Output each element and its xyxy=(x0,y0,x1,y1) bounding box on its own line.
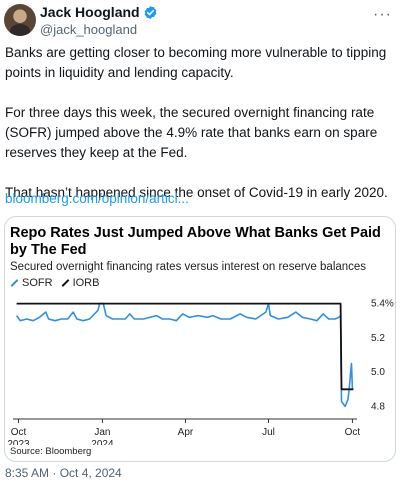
avatar[interactable] xyxy=(4,4,36,36)
x-tick-label: Jan xyxy=(94,427,110,438)
series-line-iorb xyxy=(16,302,354,391)
author-handle[interactable]: @jack_hoogland xyxy=(40,22,138,37)
tweet-header: Jack Hoogland @jack_hoogland ··· xyxy=(0,0,400,40)
tweet-paragraph: That hasn’t happened since the onset of … xyxy=(5,185,388,200)
legend-label-sofr: SOFR xyxy=(22,277,53,289)
chart-source: Source: Bloomberg xyxy=(10,446,92,457)
tweet-timestamp[interactable]: 8:35 AM · Oct 4, 2024 xyxy=(5,466,122,480)
tweet-paragraph: Banks are getting closer to becoming mor… xyxy=(5,45,387,80)
x-tick-label: Apr xyxy=(178,427,194,438)
chart-card[interactable]: Repo Rates Just Jumped Above What Banks … xyxy=(4,216,396,462)
chart-title: Repo Rates Just Jumped Above What Banks … xyxy=(10,225,381,258)
y-tick-label: 5.4% xyxy=(371,299,394,310)
y-tick-label: 4.8 xyxy=(371,401,385,412)
x-tick-label: Oct xyxy=(345,427,361,438)
legend-item-iorb: IORB xyxy=(61,277,100,289)
x-tick-label-year: 2024 xyxy=(91,439,114,445)
article-link[interactable]: bloomberg.com/opinion/articl... xyxy=(5,191,189,206)
verified-badge-icon xyxy=(144,5,156,19)
y-tick-label: 5.2 xyxy=(371,333,385,344)
tweet-paragraph: For three days this week, the secured ov… xyxy=(5,105,378,160)
tweet-text: Banks are getting closer to becoming mor… xyxy=(5,43,395,203)
legend-item-sofr: SOFR xyxy=(10,277,53,289)
y-tick-label: 5.0 xyxy=(371,367,385,378)
x-tick-label: Oct xyxy=(11,427,27,438)
author-name-row: Jack Hoogland xyxy=(40,4,158,20)
chart-legend: SOFR IORB xyxy=(10,277,107,289)
x-tick-label: Jul xyxy=(262,427,275,438)
more-options-icon[interactable]: ··· xyxy=(373,6,392,23)
series-line-sofr xyxy=(15,302,354,408)
x-tick-label-year: 2023 xyxy=(7,439,30,445)
author-display-name[interactable]: Jack Hoogland xyxy=(40,4,140,20)
legend-label-iorb: IORB xyxy=(72,277,100,289)
chart-subtitle: Secured overnight financing rates versus… xyxy=(10,261,367,273)
